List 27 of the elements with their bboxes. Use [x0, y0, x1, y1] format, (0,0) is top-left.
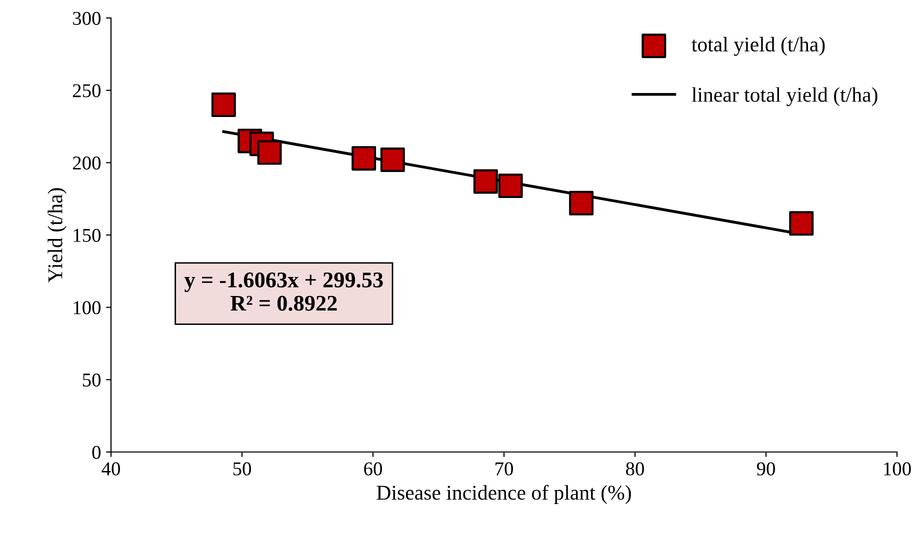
- point: [211, 92, 236, 118]
- point: [569, 190, 594, 216]
- y-tick-label: 50: [82, 373, 101, 387]
- point: [473, 169, 498, 194]
- annotation: y = -1.6063x + 299.53 R² = 0.8922: [184, 272, 383, 311]
- point: [257, 140, 282, 165]
- point: [380, 148, 405, 172]
- x-tick-label: 50: [233, 462, 251, 476]
- point: [789, 211, 814, 236]
- y-tick-label: 300: [73, 12, 101, 25]
- legend-label: total yield (t/ha): [692, 36, 825, 56]
- x-tick-label: 60: [364, 462, 382, 476]
- x-tick-label: 80: [626, 462, 644, 476]
- x-tick-label: 100: [884, 462, 911, 476]
- x-tick-label: 90: [756, 462, 775, 476]
- y-tick-label: 150: [74, 228, 101, 242]
- y-axis-title: Yield (t/ha): [48, 188, 67, 282]
- x-tick-label: 70: [496, 462, 513, 476]
- point: [352, 146, 376, 171]
- y-tick-label: 0: [92, 446, 101, 459]
- legend-label: linear total yield (t/ha): [692, 87, 878, 106]
- x-axis-title: Disease incidence of plant (%): [376, 484, 631, 504]
- y-tick-label: 200: [72, 156, 101, 170]
- y-tick-label: 250: [72, 84, 101, 98]
- x-tick-label: 40: [102, 462, 120, 476]
- y-tick-label: 100: [74, 301, 101, 314]
- point: [498, 174, 523, 198]
